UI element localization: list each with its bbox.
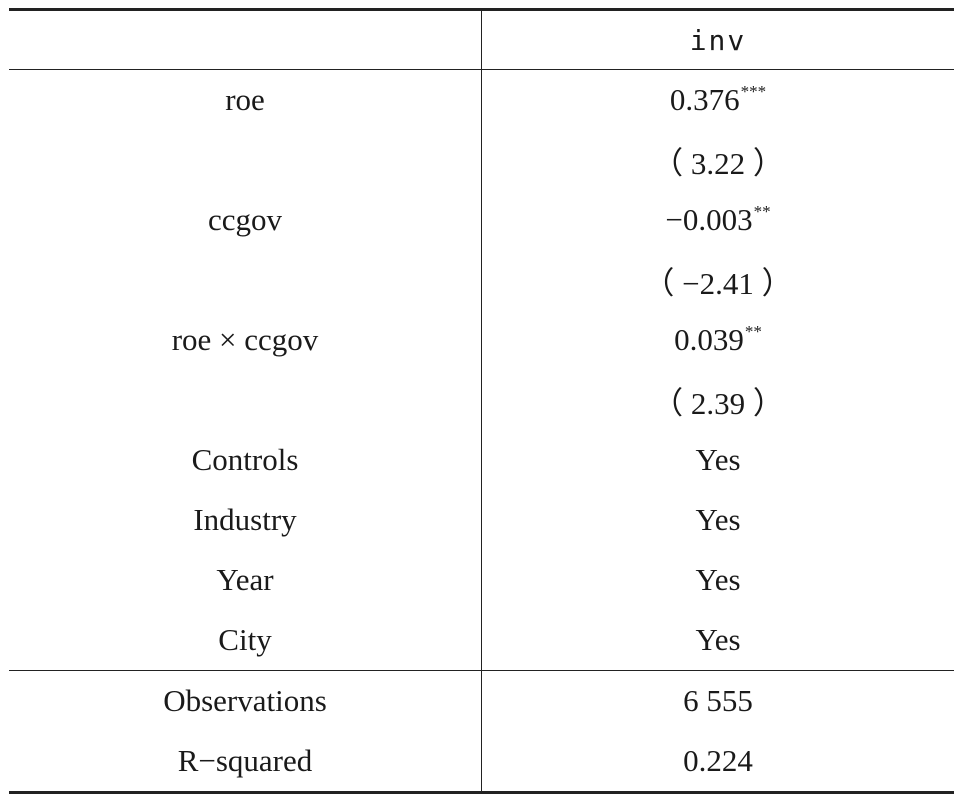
header-label-cell (9, 11, 481, 69)
row-label (9, 370, 481, 430)
t-stat-value: （ 2.39 ） (652, 385, 784, 421)
row-label: roe × ccgov (171, 322, 319, 357)
row-label: R−squared (177, 743, 313, 778)
row-value: Yes (481, 430, 954, 490)
table-row: roe 0.376 *** (9, 70, 954, 130)
t-stat-value: （ −2.41 ） (643, 265, 793, 301)
coef-value: 0.039 (674, 322, 744, 357)
header-variable-cell: inv (481, 11, 954, 69)
row-value: −0.003 ** (481, 190, 954, 250)
table-row: （ 2.39 ） (9, 370, 954, 430)
row-label (9, 250, 481, 310)
row-value: 6 555 (481, 671, 954, 731)
table-row: ccgov −0.003 ** (9, 190, 954, 250)
row-label: Industry (193, 502, 297, 537)
row-label: Observations (163, 683, 327, 718)
row-value: 0.224 (481, 731, 954, 791)
coef-value: −0.003 (665, 202, 753, 237)
row-label (9, 130, 481, 190)
row-value: Yes (481, 490, 954, 550)
table-row: Industry Yes (9, 490, 954, 550)
row-label: City (218, 622, 272, 657)
table-row: （ −2.41 ） (9, 250, 954, 310)
row-value: （ −2.41 ） (481, 250, 954, 310)
row-value: （ 2.39 ） (481, 370, 954, 430)
row-value: 0.376 *** (481, 70, 954, 130)
significance-stars: ** (744, 322, 762, 341)
coef-value: 0.376 (669, 82, 740, 117)
t-stat-value: （ 3.22 ） (652, 145, 784, 181)
table-row-observations: Observations 6 555 (9, 670, 954, 731)
table-row: Controls Yes (9, 430, 954, 490)
table-row: City Yes (9, 610, 954, 670)
row-value: 0.039 ** (481, 310, 954, 370)
table-header: inv (9, 11, 954, 70)
header-variable: inv (689, 23, 747, 57)
row-value: Yes (481, 610, 954, 670)
table-row: roe × ccgov 0.039 ** (9, 310, 954, 370)
row-value: （ 3.22 ） (481, 130, 954, 190)
table-row-r-squared: R−squared 0.224 (9, 731, 954, 791)
row-label: Controls (191, 442, 299, 477)
significance-stars: ** (753, 202, 771, 221)
row-label: Year (216, 562, 274, 597)
row-value: Yes (481, 550, 954, 610)
row-label: roe (225, 82, 265, 117)
significance-stars: *** (740, 82, 767, 101)
table-row: Year Yes (9, 550, 954, 610)
table-row: （ 3.22 ） (9, 130, 954, 190)
row-label: ccgov (207, 202, 283, 237)
regression-table: inv roe 0.376 *** （ 3.22 ） ccgov −0.003 **… (9, 8, 954, 794)
